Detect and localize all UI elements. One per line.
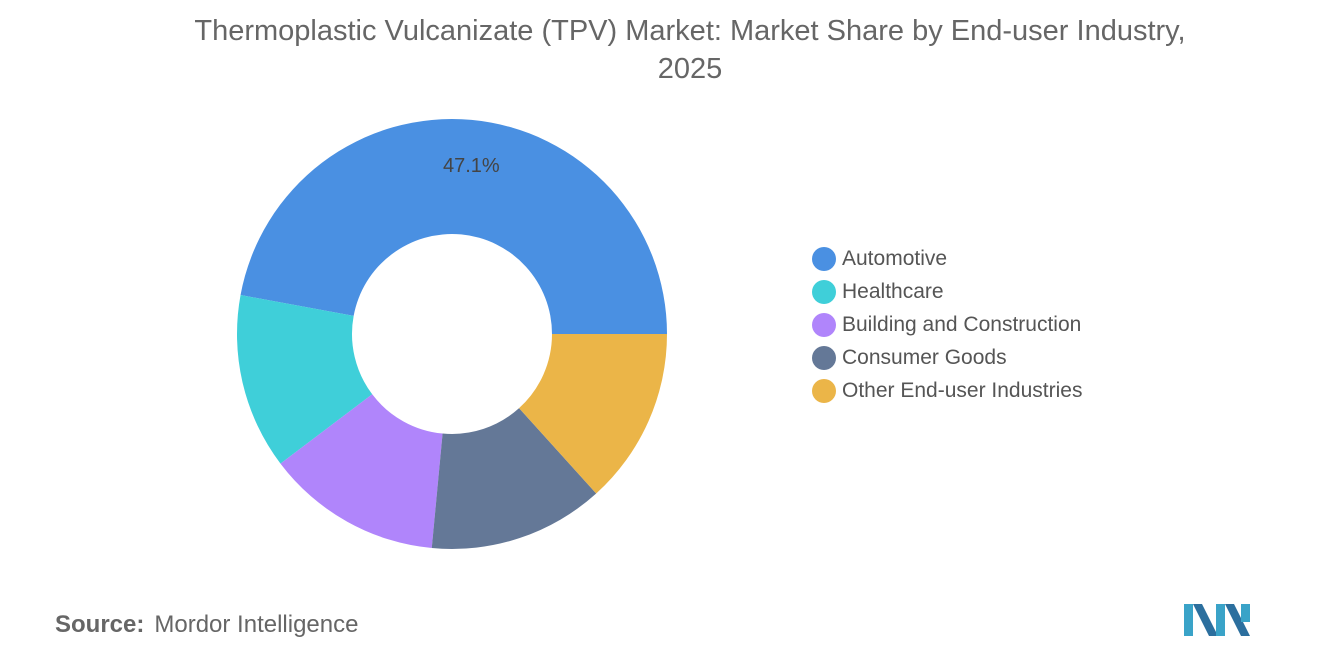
legend-label-consumer-goods: Consumer Goods xyxy=(842,345,1007,369)
source-value: Mordor Intelligence xyxy=(154,611,359,638)
legend-item-building-and-construction: Building and Construction xyxy=(812,308,1082,341)
donut-slice-consumer-goods xyxy=(431,408,597,549)
legend-item-consumer-goods: Consumer Goods xyxy=(812,341,1082,374)
legend-label-other-end-user-industries: Other End-user Industries xyxy=(842,378,1083,402)
chart-title-line-1: Thermoplastic Vulcanizate (TPV) Market: … xyxy=(194,15,1186,47)
donut-slices xyxy=(236,118,668,549)
data-label-automotive: 47.1% xyxy=(443,155,500,177)
source-label: Source: xyxy=(55,611,145,638)
legend-swatch-automotive xyxy=(812,246,836,271)
donut-slice-building-and-construction xyxy=(280,394,443,549)
chart-legend: Automotive Healthcare Building and Constru… xyxy=(812,242,1082,407)
legend-label-healthcare: Healthcare xyxy=(842,279,944,303)
legend-label-automotive: Automotive xyxy=(842,246,948,270)
source-note: Source: Mordor Intelligence xyxy=(55,611,358,639)
legend-swatch-healthcare xyxy=(812,279,836,304)
donut-slice-other-end-user-industries xyxy=(519,334,667,494)
legend-label-building-and-construction: Building and Construction xyxy=(842,312,1082,336)
legend-item-automotive: Automotive xyxy=(812,242,1082,275)
mordor-intelligence-logo-icon xyxy=(1184,604,1250,636)
legend-item-healthcare: Healthcare xyxy=(812,275,1082,308)
donut-slice-healthcare xyxy=(236,295,373,464)
legend-item-other-end-user-industries: Other End-user Industries xyxy=(812,374,1082,407)
legend-swatch-consumer-goods xyxy=(812,345,836,370)
chart-title-line-2: 2025 xyxy=(657,53,723,85)
donut-chart: 47.1% xyxy=(236,118,668,549)
chart-title: Thermoplastic Vulcanizate (TPV) Market: … xyxy=(0,12,1320,88)
legend-swatch-other-end-user-industries xyxy=(812,378,836,403)
legend-swatch-building-and-construction xyxy=(812,312,836,337)
donut-data-labels: 47.1% xyxy=(443,155,500,177)
donut-slice-automotive xyxy=(240,118,668,335)
